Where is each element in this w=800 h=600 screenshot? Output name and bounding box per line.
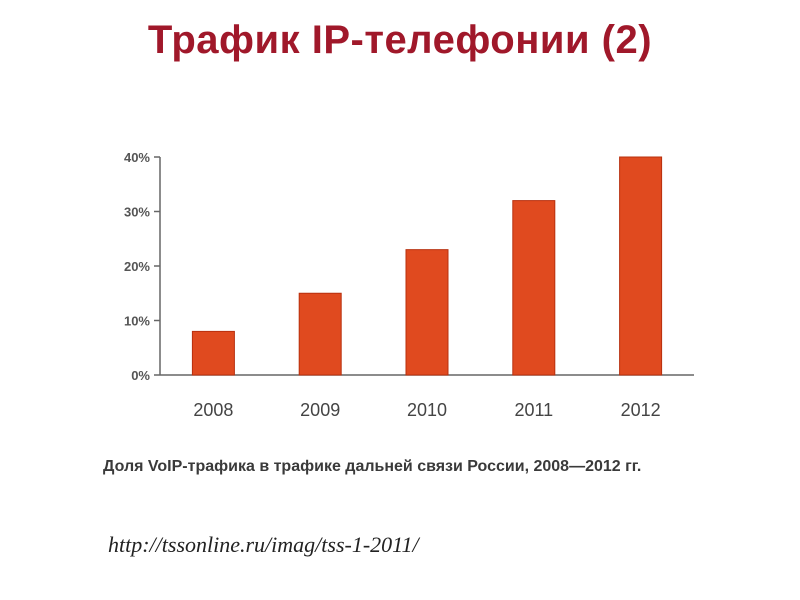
y-tick-label: 20%: [124, 259, 150, 274]
bar: [191, 330, 235, 376]
source-link[interactable]: http://tssonline.ru/imag/tss-1-2011/: [108, 532, 419, 557]
bar-chart: 0% 10% 20% 30% 40% 2008 2009 2010 2011 2012: [124, 150, 694, 420]
x-tick-label: 2012: [621, 400, 661, 420]
bar: [405, 249, 449, 376]
chart-caption: Доля VoIP-трафика в трафике дальней связ…: [103, 458, 642, 475]
bar: [619, 156, 663, 376]
figure-panel: 0% 10% 20% 30% 40% 2008 2009 2010 2011 2012: [98, 122, 694, 570]
x-tick-label: 2011: [514, 400, 553, 420]
x-tick-label: 2008: [193, 400, 233, 420]
slide-title: Трафик IP-телефонии (2): [147, 18, 653, 62]
x-tick-label: 2009: [300, 400, 340, 420]
y-tick-label: 0%: [131, 368, 150, 383]
x-tick-label: 2010: [407, 400, 447, 420]
y-tick-label: 30%: [124, 205, 150, 220]
bar: [512, 200, 556, 376]
y-tick-label: 40%: [124, 150, 150, 165]
bar: [298, 292, 342, 376]
y-tick-label: 10%: [124, 314, 150, 329]
